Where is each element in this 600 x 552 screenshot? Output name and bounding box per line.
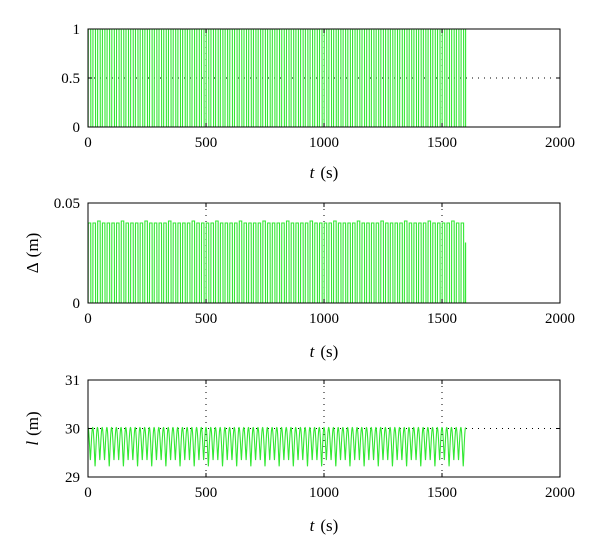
- x-tick-label: 500: [195, 311, 218, 327]
- x-tick-label: 500: [195, 485, 218, 501]
- x-axis-variable: t: [310, 516, 316, 535]
- y-tick-label: 0.05: [54, 196, 80, 212]
- x-tick-label: 1000: [309, 311, 339, 327]
- x-axis-unit: (s): [320, 516, 338, 535]
- series-line: [87, 220, 467, 304]
- x-tick-label: 1500: [427, 135, 457, 151]
- y-tick-label: 0.5: [61, 71, 80, 87]
- chart-panel-1: 0 500 1000 1500 2000 0 0.5 1 t (s): [61, 22, 575, 182]
- chart-panel-2: 0 500 1000 1500 2000 0 0.05 t (s) Δ (m): [23, 196, 575, 361]
- x-tick-label: 0: [84, 485, 92, 501]
- y-tick-label: 0: [73, 120, 81, 136]
- y-tick-label: 0: [73, 296, 81, 312]
- series-line: [87, 426, 467, 467]
- x-axis-label: t (s): [310, 516, 339, 535]
- x-tick-label: 2000: [545, 311, 575, 327]
- x-tick-label: 1500: [427, 485, 457, 501]
- x-axis-label: t (s): [310, 342, 339, 361]
- series-line: [87, 28, 467, 128]
- x-axis-variable: t: [310, 163, 316, 182]
- chart-panel-3: 0 500 1000 1500 2000 29 30 31 t (s) l (m): [23, 373, 575, 535]
- x-axis-unit: (s): [320, 163, 338, 182]
- x-tick-label: 2000: [545, 135, 575, 151]
- y-tick-label: 31: [65, 373, 80, 389]
- x-axis-variable: t: [310, 342, 316, 361]
- y-tick-label: 29: [65, 470, 80, 486]
- y-axis-label: Δ (m): [23, 233, 42, 273]
- y-axis-unit: (m): [23, 233, 42, 258]
- x-tick-label: 1000: [309, 485, 339, 501]
- x-tick-label: 1000: [309, 135, 339, 151]
- x-tick-label: 500: [195, 135, 218, 151]
- x-tick-label: 1500: [427, 311, 457, 327]
- x-tick-label: 0: [84, 135, 92, 151]
- x-axis-label: t (s): [310, 163, 339, 182]
- y-axis-unit: (m): [23, 411, 42, 436]
- x-tick-label: 0: [84, 311, 92, 327]
- y-axis-variable: Δ: [23, 262, 42, 273]
- y-tick-label: 30: [65, 422, 80, 438]
- x-axis-unit: (s): [320, 342, 338, 361]
- x-tick-label: 2000: [545, 485, 575, 501]
- y-axis-variable: l: [23, 441, 42, 446]
- y-tick-label: 1: [73, 22, 81, 38]
- y-axis-label: l (m): [23, 411, 42, 445]
